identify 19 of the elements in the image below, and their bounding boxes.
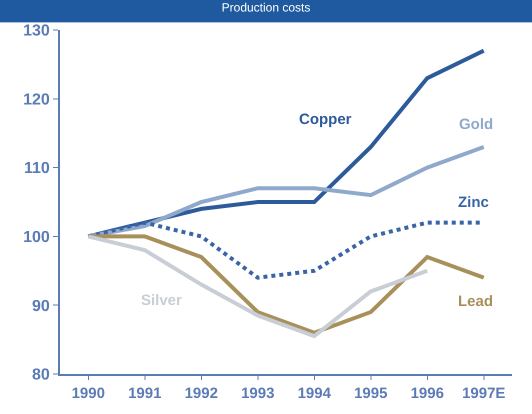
y-tick-label: 130 bbox=[23, 22, 50, 40]
series-label: Lead bbox=[458, 293, 494, 310]
x-tick-label: 1993 bbox=[241, 385, 274, 402]
x-tick-label: 1997E bbox=[462, 385, 506, 402]
x-tick-label: 1996 bbox=[410, 385, 444, 402]
x-tick-label: 1990 bbox=[72, 385, 105, 402]
series-label: Gold bbox=[459, 116, 494, 133]
y-tick-label: 110 bbox=[24, 160, 50, 178]
x-tick-label: 1992 bbox=[184, 385, 218, 402]
y-tick-label: 120 bbox=[23, 91, 50, 108]
y-tick-label: 100 bbox=[23, 229, 50, 246]
y-tick-label: 90 bbox=[32, 298, 50, 315]
x-tick-label: 1994 bbox=[298, 385, 332, 402]
series-label: Zinc bbox=[458, 194, 489, 211]
x-tick-label: 1995 bbox=[354, 385, 388, 402]
series-label: Copper bbox=[299, 111, 352, 128]
chart-title: Production costs bbox=[222, 0, 310, 14]
y-tick-label: 80 bbox=[32, 366, 50, 384]
x-tick-label: 1991 bbox=[128, 385, 162, 402]
